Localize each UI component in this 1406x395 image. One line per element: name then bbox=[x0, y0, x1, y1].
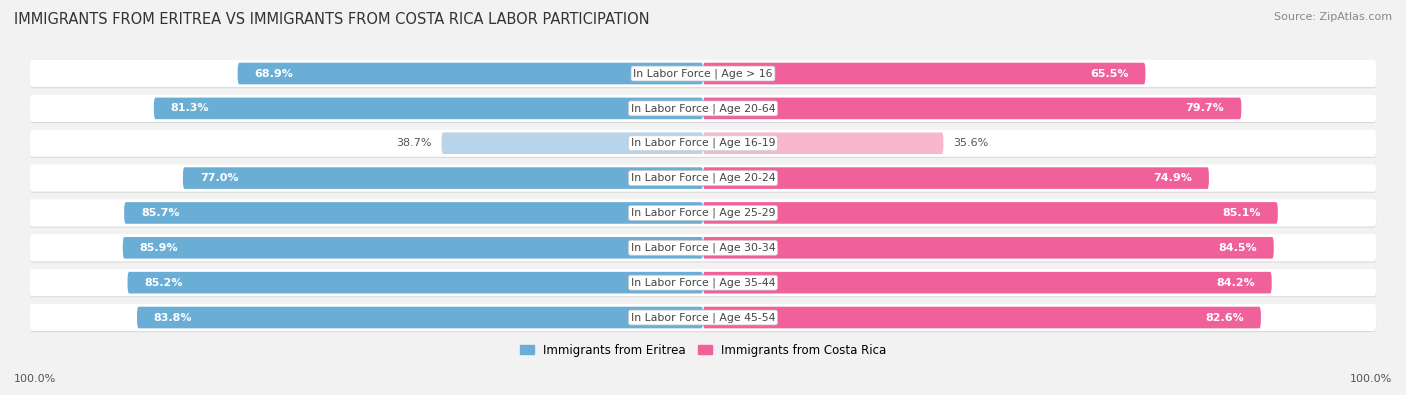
Text: In Labor Force | Age 30-34: In Labor Force | Age 30-34 bbox=[631, 243, 775, 253]
FancyBboxPatch shape bbox=[30, 131, 1376, 158]
Text: 38.7%: 38.7% bbox=[396, 138, 432, 148]
Text: 84.5%: 84.5% bbox=[1218, 243, 1257, 253]
Text: 100.0%: 100.0% bbox=[14, 374, 56, 384]
FancyBboxPatch shape bbox=[703, 132, 943, 154]
Text: 85.7%: 85.7% bbox=[141, 208, 180, 218]
FancyBboxPatch shape bbox=[30, 95, 1376, 122]
FancyBboxPatch shape bbox=[30, 60, 1376, 87]
FancyBboxPatch shape bbox=[30, 269, 1376, 296]
Text: Source: ZipAtlas.com: Source: ZipAtlas.com bbox=[1274, 12, 1392, 22]
Text: 81.3%: 81.3% bbox=[170, 103, 209, 113]
Text: 85.2%: 85.2% bbox=[145, 278, 183, 288]
FancyBboxPatch shape bbox=[128, 272, 703, 293]
FancyBboxPatch shape bbox=[703, 167, 1209, 189]
FancyBboxPatch shape bbox=[703, 237, 1274, 259]
FancyBboxPatch shape bbox=[30, 164, 1376, 192]
Text: 84.2%: 84.2% bbox=[1216, 278, 1254, 288]
FancyBboxPatch shape bbox=[30, 200, 1376, 228]
FancyBboxPatch shape bbox=[124, 202, 703, 224]
Text: In Labor Force | Age 20-24: In Labor Force | Age 20-24 bbox=[631, 173, 775, 183]
Text: 65.5%: 65.5% bbox=[1090, 69, 1129, 79]
Text: 74.9%: 74.9% bbox=[1153, 173, 1192, 183]
FancyBboxPatch shape bbox=[30, 234, 1376, 261]
FancyBboxPatch shape bbox=[153, 98, 703, 119]
Text: 79.7%: 79.7% bbox=[1185, 103, 1225, 113]
FancyBboxPatch shape bbox=[30, 235, 1376, 262]
FancyBboxPatch shape bbox=[30, 166, 1376, 193]
Text: IMMIGRANTS FROM ERITREA VS IMMIGRANTS FROM COSTA RICA LABOR PARTICIPATION: IMMIGRANTS FROM ERITREA VS IMMIGRANTS FR… bbox=[14, 12, 650, 27]
Text: 35.6%: 35.6% bbox=[953, 138, 988, 148]
Text: 82.6%: 82.6% bbox=[1205, 312, 1244, 322]
FancyBboxPatch shape bbox=[30, 304, 1376, 331]
FancyBboxPatch shape bbox=[136, 307, 703, 328]
FancyBboxPatch shape bbox=[703, 202, 1278, 224]
FancyBboxPatch shape bbox=[30, 199, 1376, 227]
FancyBboxPatch shape bbox=[30, 96, 1376, 123]
FancyBboxPatch shape bbox=[183, 167, 703, 189]
Text: In Labor Force | Age 16-19: In Labor Force | Age 16-19 bbox=[631, 138, 775, 149]
FancyBboxPatch shape bbox=[30, 270, 1376, 297]
Text: 100.0%: 100.0% bbox=[1350, 374, 1392, 384]
FancyBboxPatch shape bbox=[703, 63, 1146, 85]
FancyBboxPatch shape bbox=[30, 130, 1376, 157]
Text: In Labor Force | Age 45-54: In Labor Force | Age 45-54 bbox=[631, 312, 775, 323]
Text: 77.0%: 77.0% bbox=[200, 173, 238, 183]
Text: In Labor Force | Age 20-64: In Labor Force | Age 20-64 bbox=[631, 103, 775, 114]
Text: 85.9%: 85.9% bbox=[139, 243, 179, 253]
FancyBboxPatch shape bbox=[122, 237, 703, 259]
Text: 68.9%: 68.9% bbox=[254, 69, 294, 79]
FancyBboxPatch shape bbox=[703, 272, 1271, 293]
Text: In Labor Force | Age 35-44: In Labor Force | Age 35-44 bbox=[631, 277, 775, 288]
Legend: Immigrants from Eritrea, Immigrants from Costa Rica: Immigrants from Eritrea, Immigrants from… bbox=[515, 339, 891, 361]
Text: 85.1%: 85.1% bbox=[1222, 208, 1261, 218]
FancyBboxPatch shape bbox=[238, 63, 703, 85]
Text: 83.8%: 83.8% bbox=[153, 312, 193, 322]
Text: In Labor Force | Age > 16: In Labor Force | Age > 16 bbox=[633, 68, 773, 79]
FancyBboxPatch shape bbox=[441, 132, 703, 154]
FancyBboxPatch shape bbox=[703, 98, 1241, 119]
FancyBboxPatch shape bbox=[30, 61, 1376, 88]
Text: In Labor Force | Age 25-29: In Labor Force | Age 25-29 bbox=[631, 208, 775, 218]
FancyBboxPatch shape bbox=[30, 305, 1376, 332]
FancyBboxPatch shape bbox=[703, 307, 1261, 328]
